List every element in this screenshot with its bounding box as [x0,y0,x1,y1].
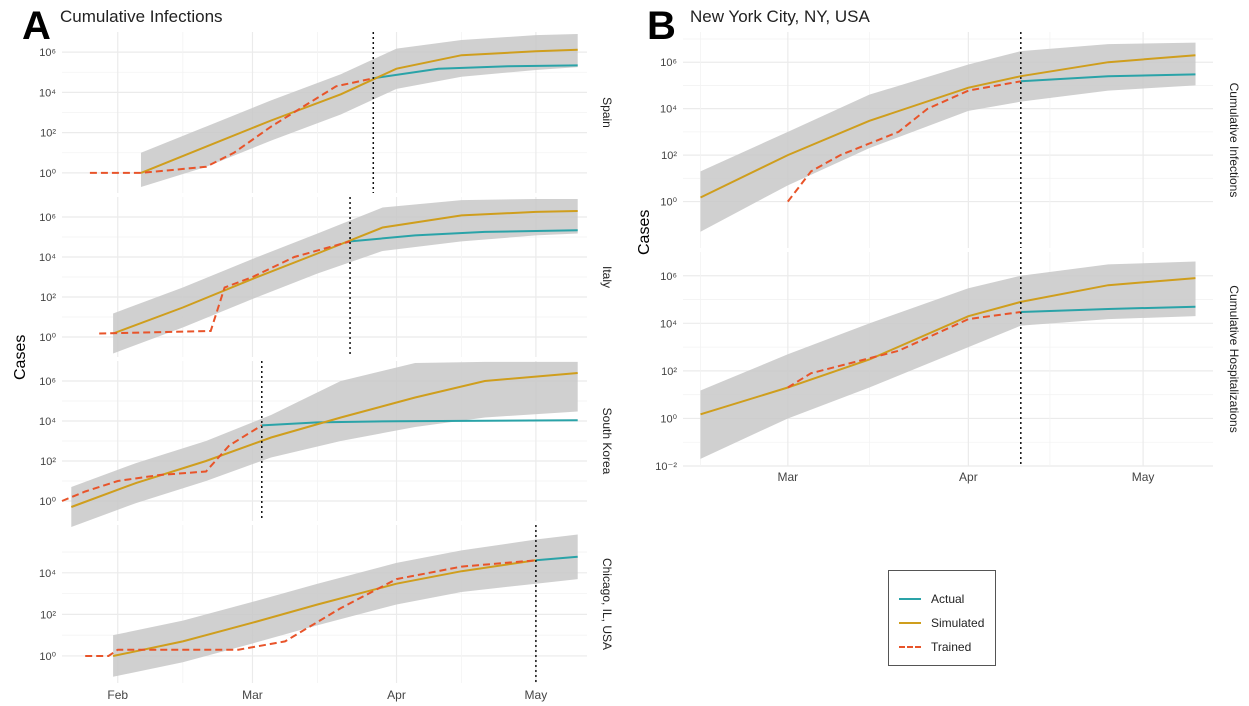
series-line-actual [350,229,578,243]
facet-cumulative-hospitalizations: 10⁻² 10⁰ 10² 10⁴ 10⁶ Cumulative Hospitalizati… [655,252,1241,473]
legend-key-trained [899,646,921,648]
facet-strip-label: Spain [600,97,614,128]
facet-strip-label: Cumulative Infections [1227,83,1241,198]
series-line-actual [1020,73,1196,83]
facet-south-korea: 10⁰ 10² 10⁴ 10⁶ South Korea [39,361,614,528]
panel-b-y-axis-label: Cases [636,209,653,255]
legend-label-actual: Actual [931,592,965,606]
y-tick-label: 10⁶ [39,47,56,59]
y-tick-label: 10² [40,609,56,621]
legend-key-simulated [899,622,921,624]
series-line-simulated [70,372,578,508]
y-tick-label: 10⁰ [39,168,56,180]
legend-item-trained: Trained [899,639,971,655]
x-tick-label: Mar [777,470,798,484]
y-tick-label: 10⁰ [39,496,56,508]
series-line-trained [99,240,351,335]
y-tick-label: 10⁶ [660,57,677,69]
confidence-band [113,198,578,354]
confidence-band [140,33,578,187]
panel-a-y-axis-label: Cases [12,334,29,380]
y-tick-label: 10⁶ [39,376,56,388]
panel-b-letter: B [647,4,676,48]
facet-spain: 10⁰ 10² 10⁴ 10⁶ Spain [39,32,614,193]
y-tick-label: 10² [661,366,677,378]
series-line-trained [787,311,1021,389]
series-line-trained [61,424,263,502]
series-line-trained [85,559,536,657]
facet-chicago-il-usa: 10⁰ 10² 10⁴ Chicago, IL, USA [39,525,614,683]
facet-strip-label: Chicago, IL, USA [600,558,614,650]
y-tick-label: 10⁴ [660,318,677,330]
x-tick-label: May [1132,470,1155,484]
y-tick-label: 10⁰ [39,651,56,663]
y-tick-label: 10² [40,292,56,304]
y-tick-label: 10⁴ [39,87,56,99]
x-tick-label: Apr [959,470,978,484]
facet-cumulative-infections: 10⁰ 10² 10⁴ 10⁶ Cumulative Infections [660,32,1241,248]
series-line-simulated [112,210,578,335]
y-tick-label: 10⁴ [39,568,56,580]
y-tick-label: 10⁰ [660,413,677,425]
series-line-actual [1020,305,1196,313]
facet-strip-label: Italy [600,266,614,288]
y-tick-label: 10² [40,456,56,468]
y-tick-label: 10⁴ [39,416,56,428]
y-tick-label: 10⁴ [660,104,677,116]
series-line-trained [89,77,374,174]
y-tick-label: 10² [40,128,56,140]
confidence-band [700,42,1196,232]
legend-label-trained: Trained [931,640,972,654]
series-line-actual [261,419,578,427]
y-tick-label: 10² [661,150,677,162]
x-tick-label: Mar [242,688,263,702]
y-tick-label: 10⁻² [655,461,677,473]
series-line-simulated [112,559,537,657]
panel-a-letter: A [22,4,51,48]
legend-item-actual: Actual [899,591,964,607]
y-tick-label: 10⁶ [39,212,56,224]
legend: Actual Simulated Trained [888,570,996,666]
confidence-band [113,534,578,677]
legend-item-simulated: Simulated [899,615,984,631]
panel-a-title: Cumulative Infections [60,7,223,26]
series-line-trained [787,80,1021,203]
x-tick-label: Apr [387,688,406,702]
y-tick-label: 10⁶ [660,271,677,283]
facet-strip-label: Cumulative Hospitalizations [1227,285,1241,432]
legend-label-simulated: Simulated [931,616,985,630]
y-tick-label: 10⁴ [39,252,56,264]
series-line-simulated [140,48,578,174]
x-tick-label: Feb [107,688,128,702]
confidence-band [700,261,1196,459]
legend-key-actual [899,598,921,600]
series-line-actual [535,555,578,562]
facet-strip-label: South Korea [600,408,614,475]
series-line-actual [373,64,578,80]
y-tick-label: 10⁰ [39,332,56,344]
panel-b-title: New York City, NY, USA [690,7,870,26]
y-tick-label: 10⁰ [660,197,677,209]
x-tick-label: May [525,688,548,702]
confidence-band [71,361,578,528]
series-line-simulated [700,54,1196,199]
facet-italy: 10⁰ 10² 10⁴ 10⁶ Italy [39,197,614,357]
